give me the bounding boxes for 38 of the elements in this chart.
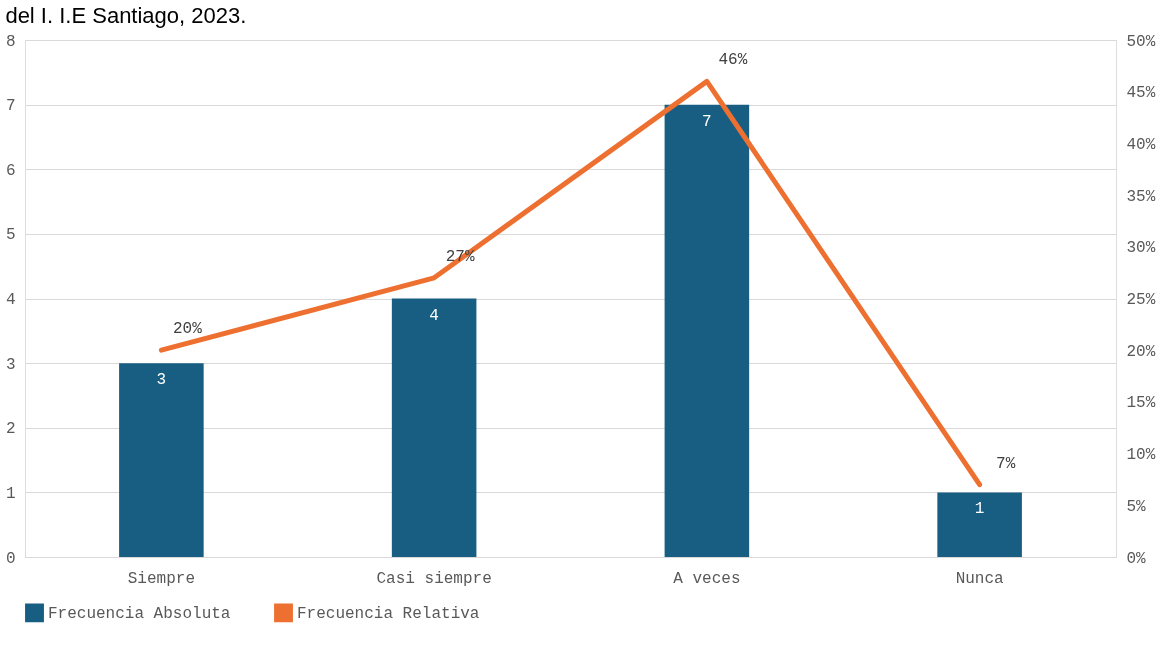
y-tick-label: 4 — [5, 291, 16, 309]
y2-tick-label: 5% — [1126, 497, 1147, 516]
y-tick-label: 1 — [5, 484, 16, 503]
y2-tick-label: 15% — [1126, 394, 1156, 413]
x-tick-label: Siempre — [127, 569, 195, 588]
legend-label: Frecuencia Relativa — [297, 604, 480, 623]
data-label: 7 — [702, 112, 712, 131]
x-tick-label: A veces — [673, 569, 741, 588]
chart-title: del I. I.E Santiago, 2023. — [5, 3, 247, 28]
y-tick-label: 7 — [5, 97, 16, 116]
y-tick-label: 8 — [5, 32, 16, 51]
y2-tick-label: 10% — [1126, 446, 1156, 465]
y-tick-label: 0 — [5, 549, 16, 568]
y2-tick-label: 50% — [1126, 32, 1156, 51]
y2-tick-label: 20% — [1126, 342, 1156, 361]
x-tick-label: Casi siempre — [376, 569, 492, 588]
data-label: 20% — [172, 320, 203, 339]
x-tick-label: Nunca — [955, 569, 1005, 588]
bar — [664, 104, 750, 557]
bar — [391, 298, 477, 557]
bar — [937, 492, 1022, 557]
y2-tick-label: 35% — [1126, 187, 1156, 206]
data-label: 46% — [718, 51, 748, 70]
data-label: 1 — [974, 500, 985, 519]
y-tick-label: 2 — [5, 420, 16, 439]
data-label: 3 — [156, 371, 167, 390]
data-label: 4 — [429, 306, 439, 325]
y-tick-label: 6 — [5, 161, 16, 180]
y2-tick-label: 40% — [1126, 135, 1156, 154]
data-label: 7% — [996, 454, 1016, 473]
y2-tick-label: 30% — [1126, 239, 1156, 258]
y2-tick-label: 0% — [1126, 549, 1147, 568]
y2-tick-label: 45% — [1126, 84, 1156, 103]
y2-tick-label: 25% — [1126, 291, 1156, 309]
bar — [119, 363, 204, 557]
legend-label: Frecuencia Absoluta — [48, 604, 231, 623]
y-tick-label: 5 — [5, 226, 16, 245]
y-tick-label: 3 — [5, 355, 16, 374]
